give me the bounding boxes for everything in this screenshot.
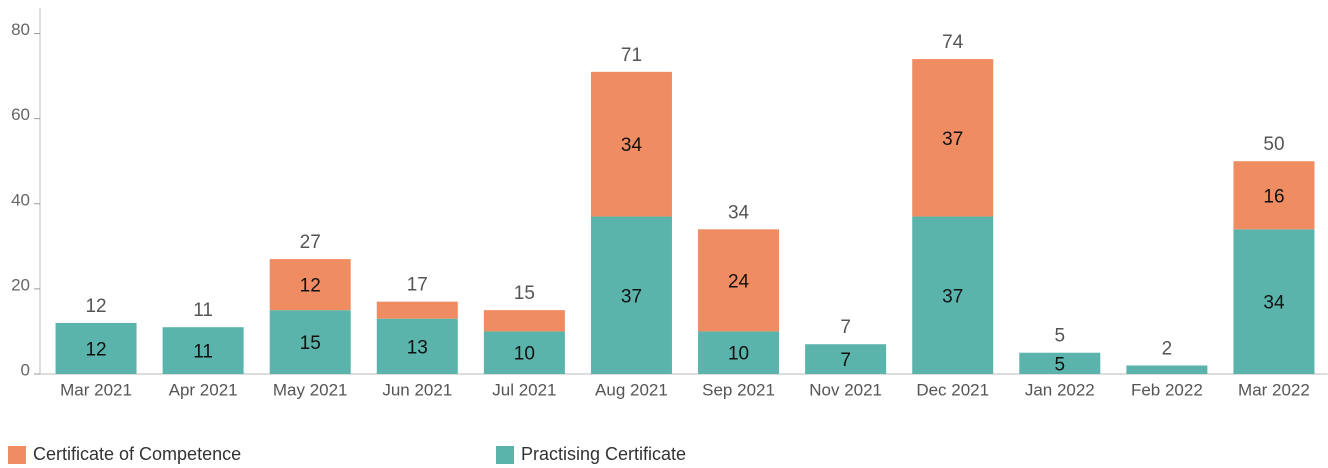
bar-segment [912,216,994,374]
x-tick-label: Feb 2022 [1131,380,1203,399]
segment-label: 13 [407,337,428,358]
bar-segment [912,59,994,217]
bar-segment [1126,365,1208,374]
total-label: 12 [85,296,106,317]
bar-segment [698,229,780,332]
segment-label: 34 [1263,293,1285,314]
segment-label: 37 [621,286,642,307]
bar-segment [1019,352,1101,374]
y-tick-label: 0 [21,360,30,379]
bar-segment [483,310,565,332]
segment-label: 37 [942,129,963,150]
x-tick-label: Aug 2021 [595,380,668,399]
x-tick-label: Sep 2021 [702,380,775,399]
bar-segment [269,310,351,374]
segment-label: 12 [300,276,321,297]
segment-label: 37 [942,286,963,307]
segment-label: 5 [1055,354,1066,375]
legend-swatch [496,446,514,464]
total-label: 74 [942,32,964,53]
bar-segment [1233,161,1315,230]
bar-segment [55,322,137,374]
segment-label: 12 [85,339,106,360]
y-tick-label: 80 [11,20,30,39]
total-label: 17 [407,275,428,296]
bar-segment [269,259,351,311]
x-tick-label: Jun 2021 [382,380,452,399]
bar-segment [590,71,672,217]
x-tick-label: Nov 2021 [809,380,882,399]
bar-segment [376,301,458,319]
x-tick-label: Dec 2021 [916,380,989,399]
x-tick-label: Mar 2021 [60,380,132,399]
x-tick-label: May 2021 [273,380,348,399]
y-tick-label: 40 [11,190,30,209]
total-label: 15 [514,283,535,304]
bar-segment [483,331,565,374]
total-label: 50 [1263,134,1284,155]
total-label: 27 [300,232,321,253]
segment-label: 24 [728,271,750,292]
bar-segment [376,318,458,374]
bar-segment [162,327,244,374]
x-tick-label: Jul 2021 [492,380,556,399]
total-label: 71 [621,45,642,66]
segment-label: 11 [193,342,213,363]
x-tick-label: Jan 2022 [1025,380,1095,399]
legend-label: Certificate of Competence [33,444,241,464]
total-label: 11 [193,300,213,321]
segment-label: 16 [1263,186,1284,207]
total-label: 5 [1055,326,1066,347]
bar-segment [805,344,887,374]
total-label: 34 [728,202,750,223]
bar-segment [590,216,672,374]
total-label: 2 [1162,339,1173,360]
bar-segment [1233,229,1315,374]
segment-label: 10 [728,344,749,365]
total-label: 7 [840,317,851,338]
x-tick-label: Apr 2021 [169,380,238,399]
segment-label: 34 [621,135,643,156]
segment-label: 7 [840,350,851,371]
legend-label: Practising Certificate [521,444,686,464]
x-tick-label: Mar 2022 [1238,380,1310,399]
legend-swatch [8,446,26,464]
bar-segment [698,331,780,374]
y-tick-label: 20 [11,275,30,294]
y-tick-label: 60 [11,105,30,124]
segment-label: 15 [300,333,321,354]
segment-label: 10 [514,344,535,365]
